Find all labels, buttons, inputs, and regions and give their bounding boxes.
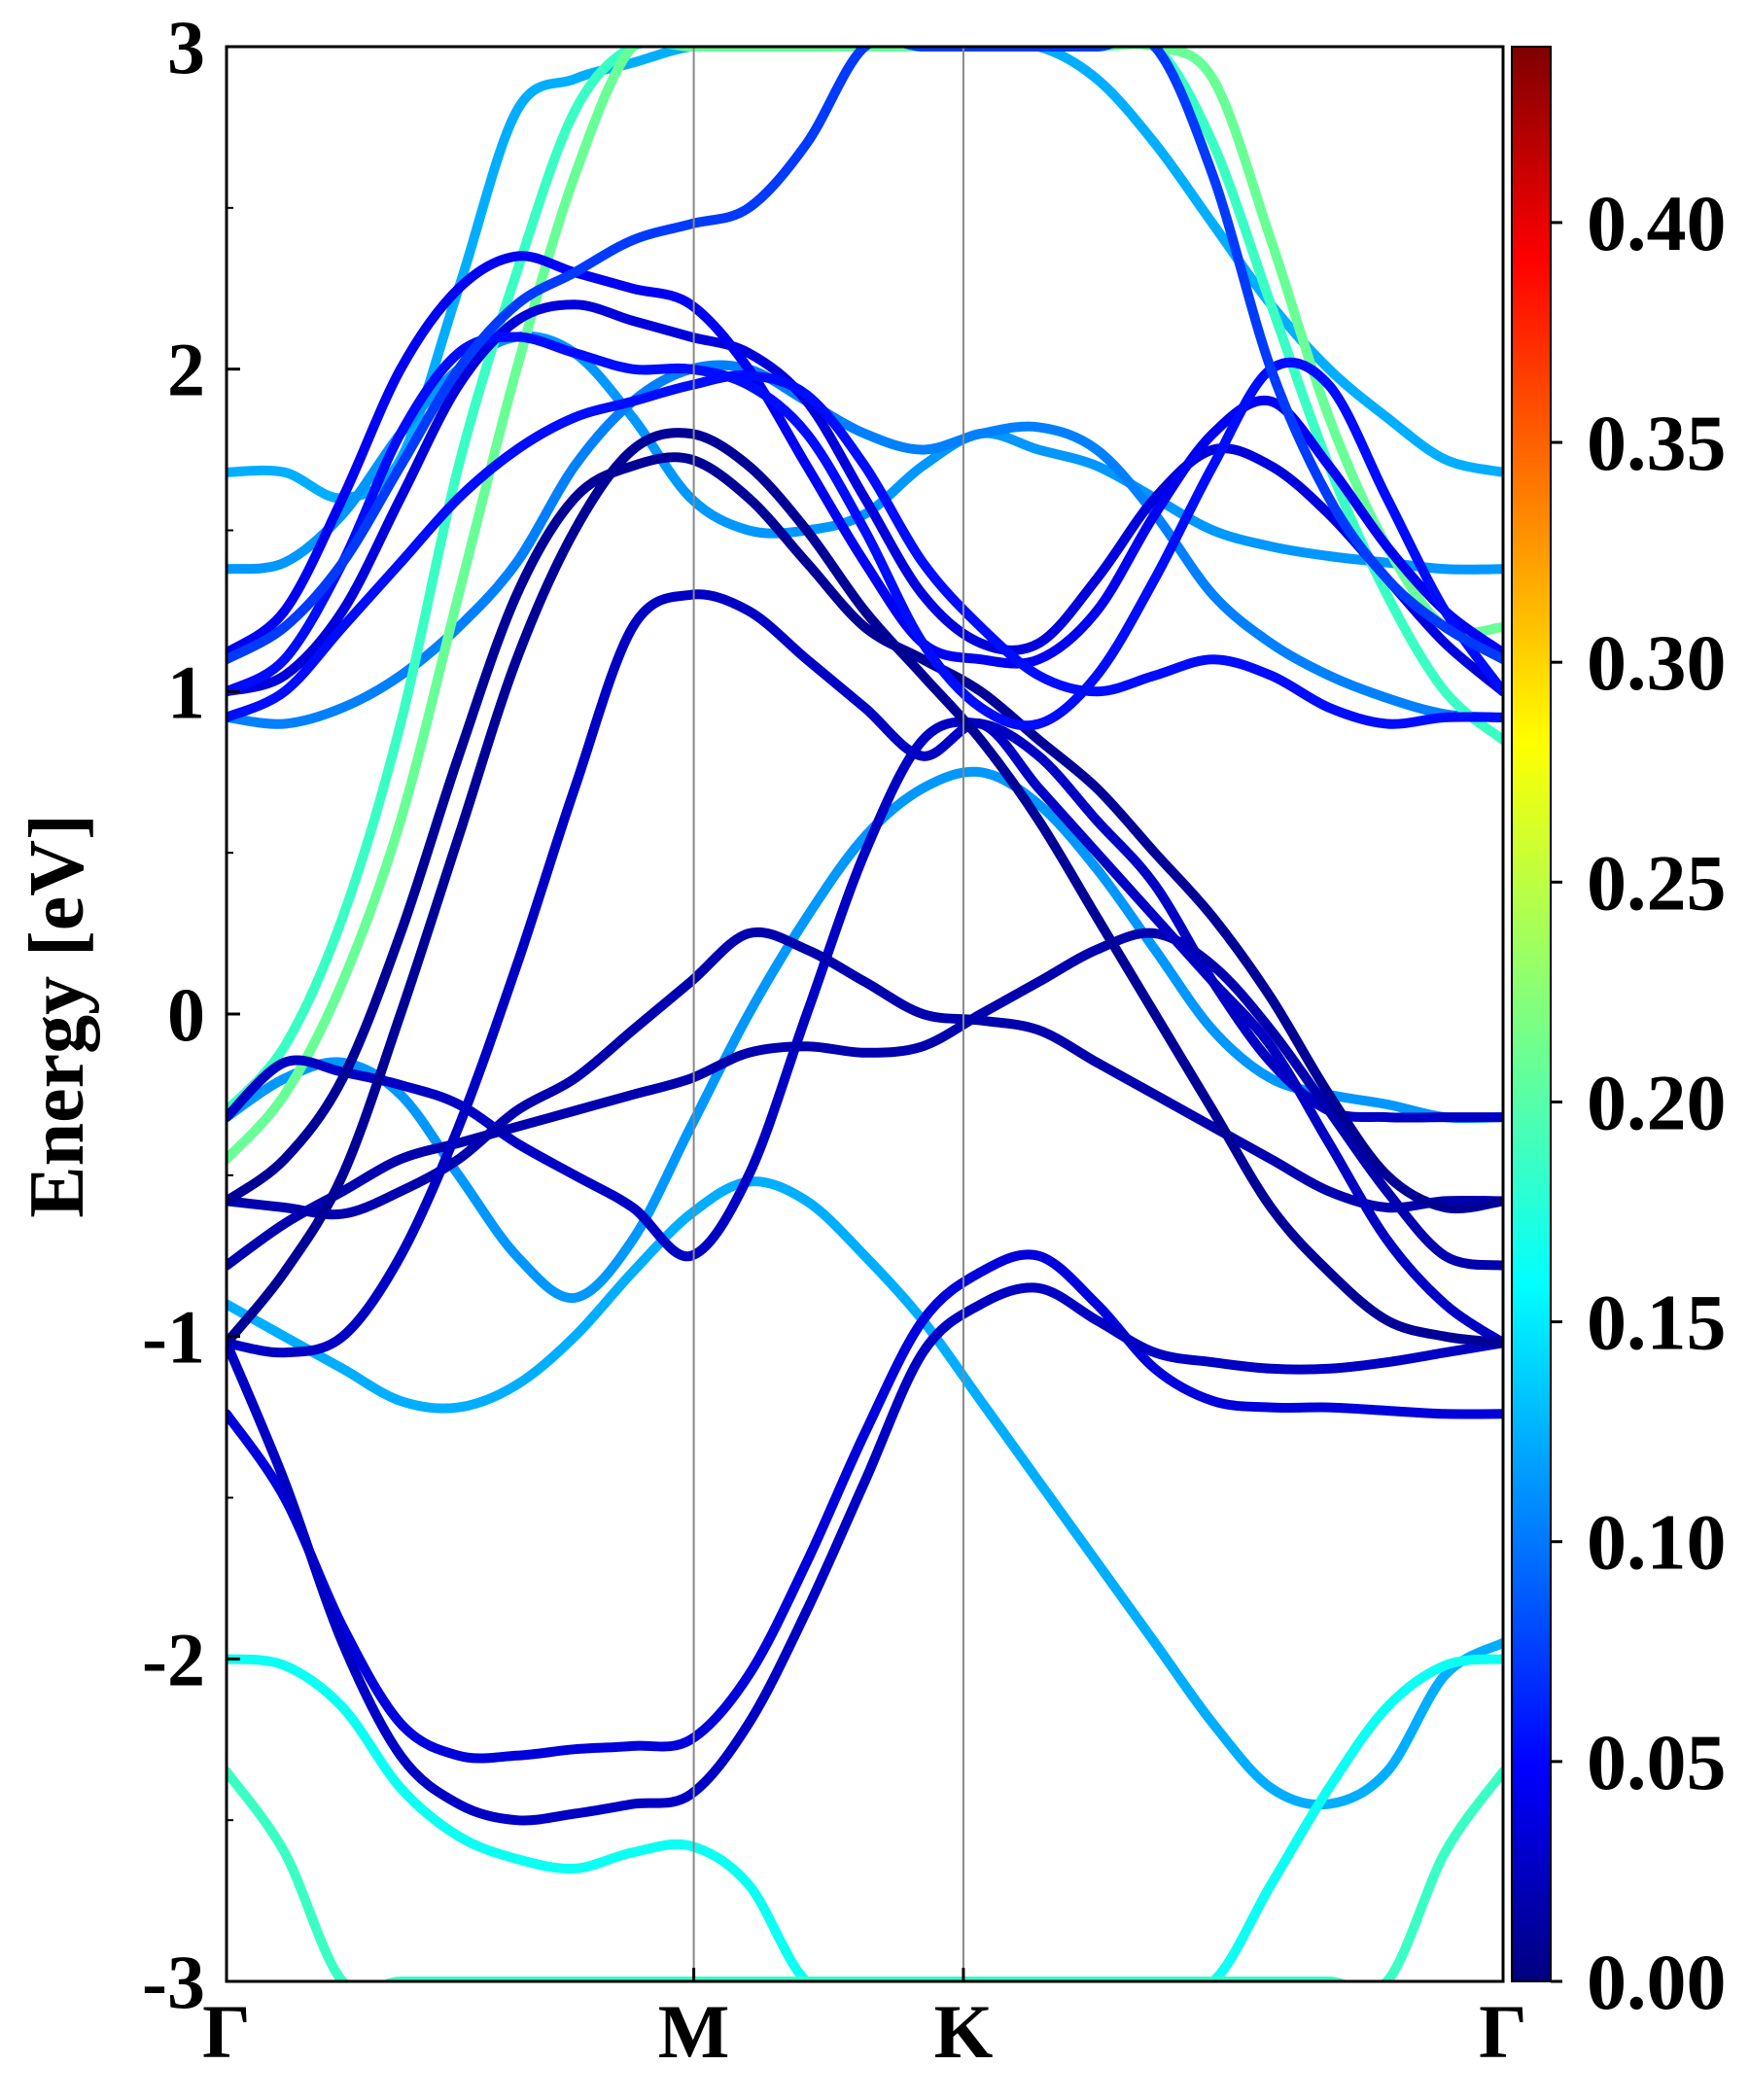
- colorbar-tick-label: 0.10: [1587, 1498, 1727, 1587]
- band-line-21: [227, 1654, 1503, 1981]
- kpoint-label: K: [934, 1989, 994, 2074]
- kpoint-label: M: [658, 1989, 730, 2074]
- band-line-8: [227, 1249, 1503, 1764]
- band-line-12: [227, 928, 1503, 1271]
- y-tick-label: 1: [167, 649, 205, 734]
- y-tick-label: -2: [142, 1617, 205, 1701]
- y-tick-label: -1: [142, 1295, 205, 1380]
- y-axis-label: Energy [eV]: [15, 814, 100, 1217]
- y-tick-label: 2: [167, 328, 205, 412]
- band-line-6: [227, 47, 1503, 1116]
- band-line-15: [227, 452, 1503, 1214]
- y-tick-label: -3: [142, 1940, 205, 2024]
- band-line-19: [227, 370, 1503, 729]
- y-tick-label: 0: [167, 972, 205, 1057]
- band-line-10: [227, 717, 1503, 1262]
- colorbar-tick-label: 0.20: [1587, 1058, 1727, 1146]
- colorbar-tick-label: 0.30: [1587, 618, 1727, 707]
- colorbar-tick-label: 0.25: [1587, 838, 1727, 927]
- band-line-20: [227, 47, 1503, 665]
- band-line-14: [227, 428, 1503, 1348]
- kpoint-label: Γ: [202, 1989, 251, 2074]
- band-line-1: [227, 1176, 1503, 1810]
- colorbar-tick-label: 0.35: [1587, 399, 1727, 487]
- colorbar-tick-label: 0.00: [1587, 1938, 1727, 2026]
- band-line-18: [227, 332, 1503, 731]
- colorbar-tick-label: 0.05: [1587, 1718, 1727, 1806]
- colorbar-ticks: 0.40 0.35 0.30 0.25 0.20 0.15 0.10 0.05 0.00: [1551, 179, 1727, 2026]
- band-lines: [227, 47, 1503, 1981]
- band-line-9: [227, 1282, 1503, 1826]
- high-symmetry-lines: [692, 47, 964, 1981]
- band-line-16: [227, 299, 1503, 697]
- colorbar: [1511, 46, 1552, 1982]
- y-tick-label: 3: [167, 5, 205, 89]
- band-line-13: [227, 589, 1503, 1358]
- kpoint-label: Γ: [1479, 1989, 1527, 2074]
- band-line-7: [227, 47, 1503, 1165]
- y-axis: 3 2 1 0 -1 -2 -3: [142, 5, 240, 2024]
- colorbar-tick-label: 0.15: [1587, 1278, 1727, 1367]
- colorbar-tick-label: 0.40: [1587, 179, 1727, 267]
